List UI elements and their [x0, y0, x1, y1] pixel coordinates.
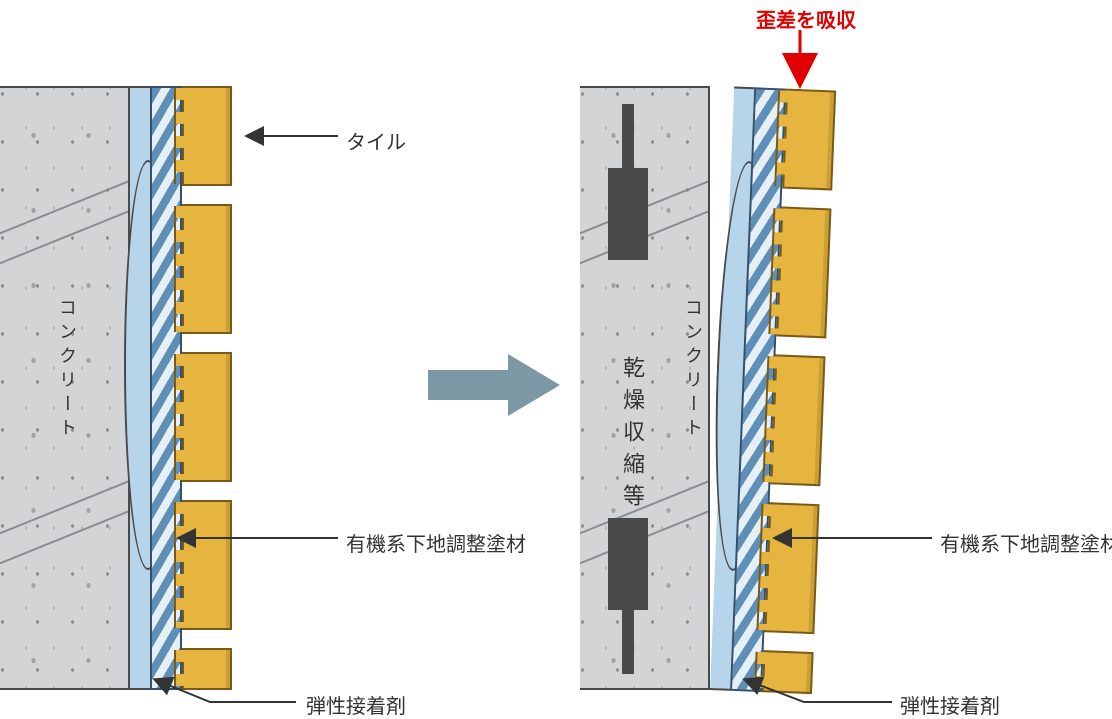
concrete-label: コンクリート	[680, 298, 706, 442]
tile-segment	[182, 500, 232, 630]
tile-segment	[182, 86, 232, 186]
substrate-label-left: 有機系下地調整塗材	[346, 528, 526, 557]
substrate-label-right: 有機系下地調整塗材	[940, 528, 1112, 557]
absorb-distortion-label: 歪差を吸収	[756, 4, 856, 33]
tile-segment	[770, 354, 825, 486]
tile-segment	[782, 89, 836, 191]
dry-shrink-label: 乾燥収縮等	[616, 356, 648, 516]
shrink-arrow-up-icon	[608, 518, 648, 678]
tile-column	[182, 86, 232, 690]
concrete-column: コンクリート 乾燥収縮等	[580, 86, 710, 690]
concrete-column: コンクリート	[0, 86, 130, 690]
tile-segment	[764, 502, 819, 634]
tile-segment	[182, 352, 232, 482]
tile-segment	[182, 648, 232, 690]
shrink-arrow-down-icon	[608, 100, 648, 260]
tile-segment	[182, 204, 232, 334]
concrete-label: コンクリート	[54, 298, 80, 442]
adhesive-label-left: 弾性接着剤	[306, 690, 406, 719]
tile-assembly-right	[710, 86, 734, 690]
tile-segment	[762, 650, 814, 694]
adhesive-label-right: 弾性接着剤	[900, 690, 1000, 719]
tile-label: タイル	[346, 126, 406, 155]
tile-segment	[776, 206, 831, 338]
transition-arrow-icon	[428, 350, 564, 420]
diagram-stage: コンクリート	[0, 0, 1112, 718]
